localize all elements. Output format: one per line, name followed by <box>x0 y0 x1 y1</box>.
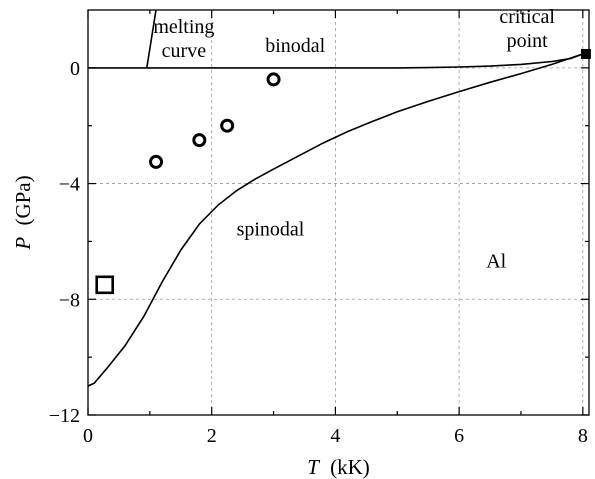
tick-labels: 0 2 4 6 8 −12 −8 −4 0 <box>49 58 588 447</box>
annotations: melting curve binodal critical point spinodal… <box>153 6 555 272</box>
binodal-line <box>88 53 584 69</box>
melting-curve-line <box>146 10 157 69</box>
y-axis-label: P (GPa) <box>11 175 35 250</box>
annotation-Al: Al <box>486 250 506 272</box>
annotation-line: melting <box>153 16 214 38</box>
y-axis-unit: (GPa) <box>11 175 35 225</box>
y-axis-variable: P <box>11 237 35 251</box>
annotation-binodal: binodal <box>265 35 325 57</box>
grid <box>88 10 589 415</box>
data-point-circle <box>192 133 207 148</box>
x-axis-unit: (kK) <box>330 455 370 479</box>
y-tick-label: −12 <box>49 405 80 427</box>
data-point-circle <box>266 72 281 87</box>
data-point-circle <box>220 118 235 133</box>
annotation-line: point <box>507 30 549 52</box>
x-tick-label: 4 <box>330 425 340 447</box>
x-axis-label: T (kK) <box>307 455 370 479</box>
curves <box>88 10 584 387</box>
x-axis-variable: T <box>307 455 320 479</box>
annotation-line: Al <box>486 250 506 272</box>
annotation-melting-curve: melting curve <box>153 16 214 62</box>
x-tick-label: 6 <box>454 425 464 447</box>
critical-point-marker <box>580 48 591 59</box>
x-tick-label: 0 <box>83 425 93 447</box>
annotation-line: binodal <box>265 35 325 57</box>
annotation-line: critical <box>499 6 555 28</box>
x-tick-label: 2 <box>207 425 217 447</box>
x-tick-label: 8 <box>578 425 588 447</box>
data-point-square <box>95 275 114 295</box>
plot-frame <box>87 9 590 416</box>
annotation-line: curve <box>162 40 207 62</box>
annotation-critical-point: critical point <box>499 6 555 52</box>
markers <box>95 48 591 295</box>
spinodal-line <box>88 53 584 387</box>
data-point-circle <box>149 154 164 169</box>
annotation-spinodal: spinodal <box>237 219 305 241</box>
y-tick-label: −4 <box>59 174 80 196</box>
y-tick-label: 0 <box>70 58 80 80</box>
ticks <box>87 10 589 416</box>
y-tick-label: −8 <box>59 289 80 311</box>
annotation-line: spinodal <box>237 219 305 241</box>
